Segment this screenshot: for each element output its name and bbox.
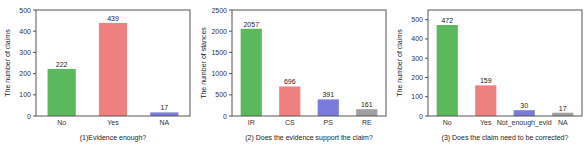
y-tick-label: 2500 xyxy=(211,7,227,14)
data-label: 391 xyxy=(322,91,334,98)
bars xyxy=(241,29,378,116)
data-label: 696 xyxy=(284,78,296,85)
bar xyxy=(241,29,262,116)
y-tick-label: 0 xyxy=(223,113,227,120)
y-tick-label: 1500 xyxy=(211,49,227,56)
bar xyxy=(356,109,377,116)
bar xyxy=(514,110,535,116)
y-tick-label: 2000 xyxy=(211,28,227,35)
data-label: 472 xyxy=(441,17,453,24)
y-axis-label: The number of claims xyxy=(4,29,11,97)
plot-frame xyxy=(36,10,190,116)
figure: 010020030040050022243917NoYesNA(1)Eviden… xyxy=(0,0,588,156)
bar xyxy=(279,86,300,116)
bar xyxy=(48,69,76,116)
data-label: 17 xyxy=(160,104,168,111)
y-tick-label: 400 xyxy=(411,35,423,42)
x-axis-label: (1)Evidence enough? xyxy=(80,134,147,142)
data-label: 439 xyxy=(107,15,119,22)
y-tick-label: 200 xyxy=(411,74,423,81)
bar xyxy=(150,112,178,116)
x-tick-label: Yes xyxy=(107,119,119,126)
data-label: 159 xyxy=(480,77,492,84)
bar xyxy=(475,85,496,116)
y-tick-label: 100 xyxy=(411,93,423,100)
bars xyxy=(437,25,574,116)
y-tick-label: 200 xyxy=(19,70,31,77)
y-tick-label: 500 xyxy=(19,7,31,14)
data-label: 17 xyxy=(559,105,567,112)
panel: 0 100 200 300 400 500 222 439 17 No Yes NA (1)Eviden… xyxy=(4,7,190,143)
x-tick-label: NA xyxy=(159,119,169,126)
x-tick-label: RE xyxy=(362,119,372,126)
x-tick-label: CS xyxy=(285,119,295,126)
x-tick-label: Not_enough_evid xyxy=(497,119,552,127)
x-tick-label: Yes xyxy=(480,119,492,126)
x-tick-label: No xyxy=(57,119,66,126)
bar xyxy=(437,25,458,116)
x-axis-label: (3) Does the claim need to be corrected? xyxy=(442,134,569,142)
plot-frame xyxy=(232,10,386,116)
y-tick-label: 500 xyxy=(411,16,423,23)
y-axis-label: The number of claims xyxy=(396,29,403,97)
bars xyxy=(48,23,179,116)
data-label: 2057 xyxy=(243,21,259,28)
panel: 0 100 200 300 400 500 472 159 30 17 No Yes Not_enoug… xyxy=(396,10,582,142)
data-label: 161 xyxy=(361,101,373,108)
y-tick-label: 500 xyxy=(215,91,227,98)
data-label: 30 xyxy=(520,102,528,109)
bar xyxy=(318,99,339,116)
y-tick-label: 300 xyxy=(19,49,31,56)
data-label: 222 xyxy=(56,61,68,68)
bar xyxy=(99,23,127,116)
y-tick-label: 300 xyxy=(411,55,423,62)
x-tick-label: NA xyxy=(558,119,568,126)
x-tick-label: IR xyxy=(248,119,255,126)
y-tick-label: 1000 xyxy=(211,70,227,77)
y-tick-label: 0 xyxy=(419,113,423,120)
panel: 0 500 1000 1500 2000 2500 2057 696 391 161 IR CS PS R… xyxy=(200,7,386,143)
y-tick-label: 100 xyxy=(19,91,31,98)
y-tick-label: 400 xyxy=(19,28,31,35)
y-tick-label: 0 xyxy=(27,113,31,120)
plot-frame xyxy=(428,10,582,116)
x-axis-label: (2) Does the evidence support the claim? xyxy=(245,134,373,142)
x-tick-label: No xyxy=(443,119,452,126)
y-axis-label: The number of stances xyxy=(200,27,207,99)
x-tick-label: PS xyxy=(324,119,334,126)
